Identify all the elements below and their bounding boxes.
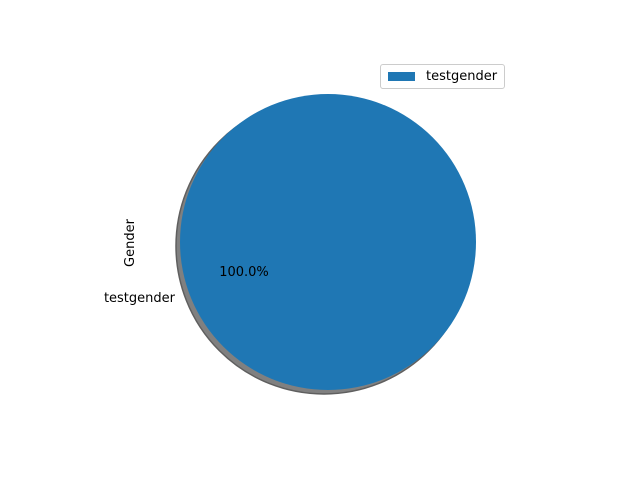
y-axis-label: Gender <box>123 218 138 267</box>
slice-category-label: testgender <box>104 291 176 306</box>
slice-percent-label: 100.0% <box>219 265 269 280</box>
pie-slice-0 <box>180 94 476 390</box>
legend-swatch <box>388 72 415 81</box>
legend-label: testgender <box>426 69 498 84</box>
pie-slices <box>180 94 476 390</box>
legend: testgender <box>380 64 505 89</box>
